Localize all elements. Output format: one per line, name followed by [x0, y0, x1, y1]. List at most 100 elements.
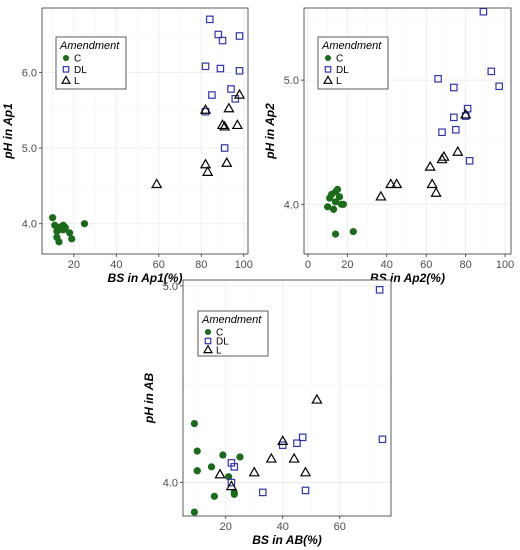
chart-ap1-point-c — [80, 220, 89, 228]
chart-ap2-x-ticks: 0 20 40 60 80 100 — [305, 254, 514, 271]
chart-ap1-point-c — [55, 238, 63, 246]
chart-ap1-legend-label-l: L — [74, 76, 80, 87]
chart-ab-legend-label-l: L — [216, 346, 222, 357]
chart-ab-legend-key-c — [204, 328, 212, 336]
chart-ap2-point-l — [424, 160, 436, 171]
chart-ab-point-dl — [301, 486, 310, 495]
chart-ap1-point-dl — [227, 85, 235, 93]
chart-ap2-point-c — [335, 193, 344, 201]
chart-ab-x-tick-label: 20 — [220, 521, 232, 533]
chart-ap1-x-axis-title: BS in Ap1(%) — [108, 271, 183, 285]
chart-ap2-point-dl — [479, 7, 488, 16]
chart-ap1-point-c — [51, 221, 59, 229]
chart-ap1-legend-key-l — [61, 75, 71, 84]
chart-ab-legend-marker-l — [203, 344, 213, 354]
chart-ap2-legend-key-l — [323, 75, 333, 84]
chart-ap1-legend-title: Amendment — [59, 40, 120, 52]
chart-ap2-point-l — [452, 145, 464, 156]
chart-ab-point-c — [236, 453, 244, 461]
chart-ab-legend-label-c: C — [216, 328, 223, 339]
chart-ab-legend-key-dl — [204, 337, 212, 345]
chart-ap1-legend-marker-c — [62, 54, 70, 62]
chart-ab-point-l — [214, 468, 226, 479]
chart-ap1-point-l — [199, 158, 212, 169]
chart-ap1-point-dl — [235, 32, 244, 40]
chart-ab-x-tick-label: 40 — [277, 521, 289, 533]
chart-ap1-point-c — [49, 214, 57, 222]
chart-ab-point-c — [193, 467, 201, 475]
chart-ab-point-l — [225, 480, 238, 491]
chart-ap2-legend-marker-c — [324, 54, 332, 62]
chart-ap1-points — [49, 15, 246, 246]
chart-ap2-legend-marker-l — [323, 75, 333, 84]
chart-ab-point-c — [190, 508, 198, 516]
chart-ap1-point-l — [221, 156, 233, 167]
chart-ap2-y-ticks: 4.0 5.0 — [284, 75, 304, 211]
chart-ap1-x-tick-label: 20 — [68, 259, 80, 271]
chart-ap1-point-c — [61, 223, 69, 232]
chart-ap1-point-l — [233, 88, 246, 99]
chart-ap2-legend-title: Amendment — [321, 40, 382, 52]
chart-ap1: 20 40 60 80 100 4.0 5.0 6.0 BS in Ap1(%) pH in… — [1, 7, 253, 285]
chart-ap1-point-l — [223, 102, 235, 113]
chart-ap1-x-ticks: 20 40 60 80 100 — [68, 254, 253, 271]
chart-ab-point-c — [210, 492, 218, 500]
chart-ap1-point-l — [216, 119, 229, 130]
chart-ab-legend: Amendment C DL L — [197, 310, 269, 357]
chart-ap1-point-dl — [216, 64, 225, 73]
chart-ap2-point-dl — [434, 75, 442, 83]
chart-ab-point-dl — [278, 441, 287, 450]
chart-ap1-point-c — [68, 235, 76, 243]
chart-ap2-x-tick-label: 100 — [496, 259, 514, 271]
chart-ap1-y-tick-label: 5.0 — [22, 143, 37, 155]
chart-ab-x-axis-title: BS in AB(%) — [252, 533, 322, 547]
chart-ap1-point-dl — [218, 36, 227, 45]
chart-ap2-x-tick-label: 0 — [305, 259, 311, 271]
chart-ab-point-l — [248, 466, 260, 477]
chart-ap1-point-dl — [201, 62, 210, 71]
chart-ap2-point-dl — [450, 113, 458, 122]
chart-ab-legend-marker-dl — [204, 337, 212, 345]
chart-ap2-point-c — [331, 198, 340, 206]
chart-ap2-x-tick-label: 60 — [420, 259, 432, 271]
chart-ab-point-dl — [227, 478, 236, 487]
chart-ap1-point-l — [202, 166, 214, 176]
chart-ap1-point-dl — [208, 91, 216, 99]
chart-ab-point-c — [224, 473, 233, 481]
chart-ap2-x-tick-label: 40 — [381, 259, 393, 271]
chart-ab-x-tick-label: 60 — [334, 521, 346, 533]
chart-ap2-border — [303, 7, 512, 255]
chart-ab-x-ticks: 20 40 60 — [220, 516, 346, 533]
chart-ap1-legend-marker-l — [61, 75, 71, 84]
chart-ap1-x-tick-label: 60 — [153, 259, 165, 271]
chart-ap2-point-dl — [438, 128, 446, 137]
chart-ab-point-dl — [293, 439, 301, 448]
chart-ap2-legend-label-dl: DL — [336, 65, 349, 76]
chart-ap2-point-l — [375, 190, 387, 201]
chart-ab-point-l — [265, 452, 277, 463]
chart-ap1-point-l — [219, 120, 231, 131]
chart-ap1-legend-label-c: C — [74, 54, 81, 65]
chart-ap2-point-dl — [463, 104, 472, 113]
chart-ap2-y-tick-label: 5.0 — [284, 75, 299, 87]
chart-ab-legend-key-l — [203, 344, 213, 354]
chart-ap2-point-l — [426, 178, 438, 189]
chart-ap2-point-c — [331, 230, 340, 238]
chart-ab-legend-label-dl: DL — [216, 337, 229, 348]
chart-ap2-point-c — [329, 205, 338, 213]
chart-ap1-point-dl — [235, 67, 244, 75]
chart-ab-y-tick-label: 4.0 — [163, 478, 178, 490]
chart-ap1-legend-key-dl — [62, 66, 70, 73]
chart-ap2-point-c — [324, 203, 332, 211]
chart-ap2-legend-marker-dl — [324, 66, 332, 73]
chart-ab-legend-title: Amendment — [201, 314, 262, 326]
chart-ap1-point-l — [151, 178, 163, 189]
chart-ap2-point-dl — [487, 67, 496, 76]
chart-ab-point-l — [299, 466, 312, 477]
chart-ap2-legend-key-c — [324, 54, 332, 62]
chart-ap1-y-tick-label: 4.0 — [22, 219, 37, 231]
chart-ap2-point-c — [349, 228, 357, 236]
chart-ap2-point-dl — [450, 83, 458, 92]
chart-ap2-point-l — [385, 178, 397, 189]
chart-ab-point-dl — [230, 463, 239, 471]
